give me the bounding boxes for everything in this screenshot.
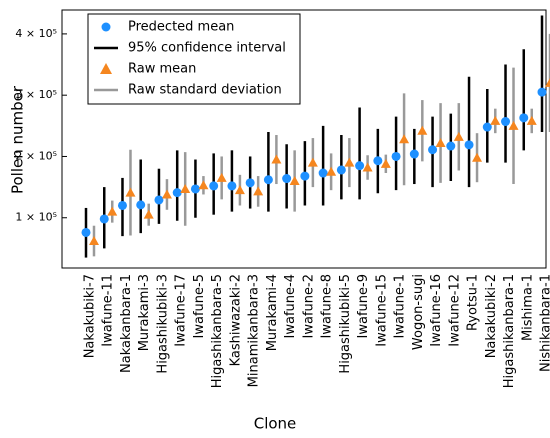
legend-label: 95% confidence interval (128, 41, 286, 56)
raw-mean (363, 162, 373, 171)
predicted-mean (373, 156, 382, 165)
x-tick-label: Iwafune-5 (192, 274, 207, 338)
raw-mean (107, 207, 117, 216)
predicted-mean (264, 175, 273, 184)
predicted-mean (282, 174, 291, 183)
predicted-mean (337, 165, 346, 174)
x-tick-label: Nakakanbara-1 (119, 274, 134, 373)
raw-mean (271, 155, 281, 164)
predicted-mean (246, 178, 255, 187)
predicted-mean (100, 214, 109, 223)
raw-mean (125, 188, 135, 197)
predicted-mean (173, 188, 182, 197)
raw-mean (144, 210, 154, 219)
predicted-mean (446, 142, 455, 151)
x-tick-label: Ryotsu-1 (466, 274, 481, 331)
x-tick-label: Iwafune-1 (393, 274, 408, 338)
raw-mean (381, 159, 391, 168)
x-tick-label: Nakakubiki-2 (484, 274, 499, 358)
x-tick-label: Higashikubiki-3 (155, 274, 170, 374)
x-tick-label: Higashikanbara-5 (210, 274, 225, 388)
predicted-mean (227, 181, 236, 190)
raw-mean (344, 158, 354, 167)
raw-mean (472, 153, 482, 162)
x-tick-label: Wogon-sugi (411, 274, 426, 350)
x-tick-label: Iwafune-17 (174, 274, 189, 347)
raw-mean (399, 134, 409, 143)
raw-mean (417, 126, 427, 135)
raw-mean (180, 184, 190, 193)
y-tick-label: 4 × 10⁵ (15, 27, 57, 40)
x-tick-label: Iwafune-11 (101, 274, 116, 347)
x-tick-label: Mishima-1 (520, 274, 535, 341)
x-tick-label: Higashikanbara-1 (502, 274, 517, 388)
x-axis-title: Clone (254, 415, 297, 433)
predicted-mean (319, 169, 328, 178)
raw-mean (436, 138, 446, 147)
x-tick-label: Iwafune-8 (320, 274, 335, 338)
x-tick-label: Iwafune-15 (374, 274, 389, 347)
raw-mean (509, 121, 519, 130)
predicted-mean (82, 228, 91, 237)
x-tick-label: Iwafune-4 (283, 274, 298, 338)
predicted-mean (154, 195, 163, 204)
x-tick-label: Iwafune-12 (447, 274, 462, 347)
predicted-mean (428, 145, 437, 154)
raw-mean (89, 236, 99, 245)
raw-mean (198, 180, 208, 189)
predicted-mean (300, 172, 309, 181)
raw-mean (162, 189, 172, 198)
y-axis-title: Pollen number (9, 85, 27, 194)
x-tick-label: Iwafune-2 (301, 274, 316, 338)
legend-marker (102, 23, 111, 32)
predicted-mean (392, 152, 401, 161)
raw-mean (290, 176, 300, 185)
predicted-mean (465, 140, 474, 149)
x-tick-label: Iwafune-16 (429, 274, 444, 347)
legend-label: Raw mean (128, 62, 196, 77)
predicted-mean (209, 181, 218, 190)
predicted-mean (118, 201, 127, 210)
y-tick-label: 3 × 10⁵ (15, 88, 57, 101)
y-tick-label: 1 × 10⁵ (15, 211, 57, 224)
x-tick-label: Minamikanbara-3 (247, 274, 262, 387)
y-tick-label: 2 × 10⁵ (15, 149, 57, 162)
raw-mean (326, 167, 336, 176)
raw-mean (235, 185, 245, 194)
x-tick-label: Kashiwazaki-2 (228, 274, 243, 366)
raw-mean (454, 132, 464, 141)
predicted-mean (355, 161, 364, 170)
legend-label: Predected mean (128, 20, 234, 35)
predicted-mean (191, 184, 200, 193)
x-tick-label: Murakami-3 (137, 274, 152, 351)
predicted-mean (136, 200, 145, 209)
raw-mean (490, 116, 500, 125)
x-tick-label: Iwafune-9 (356, 274, 371, 338)
predicted-mean (501, 117, 510, 126)
legend-label: Raw standard deviation (128, 83, 282, 98)
raw-mean (308, 158, 318, 167)
x-tick-label: Nishikanbara-1 (539, 274, 550, 372)
x-tick-label: Murakami-4 (265, 274, 280, 351)
raw-mean (527, 116, 537, 125)
raw-mean (217, 173, 227, 182)
predicted-mean (519, 113, 528, 122)
predicted-mean (483, 123, 492, 132)
predicted-mean (538, 88, 547, 97)
x-tick-label: Nakakubiki-7 (83, 274, 98, 358)
raw-mean (253, 186, 263, 195)
predicted-mean (410, 150, 419, 159)
x-tick-label: Higashikubiki-5 (338, 274, 353, 374)
